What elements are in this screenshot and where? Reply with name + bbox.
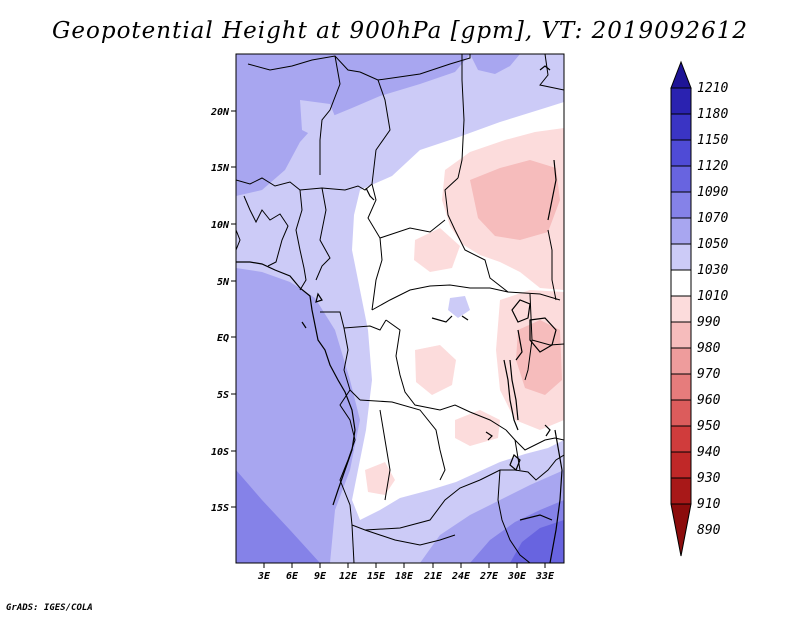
contour-1030-north — [236, 54, 470, 196]
colorbar-swatch — [670, 87, 692, 115]
colorbar-label: 1180 — [697, 107, 728, 122]
colorbar-label: 1150 — [697, 133, 728, 148]
lon-label: 3E — [257, 571, 271, 582]
colorbar-label: 930 — [697, 471, 721, 486]
colorbar-swatch — [670, 243, 692, 271]
lon-label: 12E — [339, 571, 358, 582]
lat-label: EQ — [217, 333, 229, 344]
lat-label: 5S — [217, 390, 229, 401]
lat-label: 20N — [210, 107, 230, 118]
contour-1030-northeast — [470, 54, 520, 74]
colorbar-label: 960 — [697, 393, 721, 408]
lon-label: 33E — [535, 571, 555, 582]
colorbar-swatch — [670, 347, 692, 375]
colorbar-swatch — [670, 373, 692, 401]
map-panel — [236, 54, 564, 563]
longitude-labels: 3E 6E 9E 12E 15E 18E 21E 24E 27E 30E 33E — [257, 571, 555, 582]
contour-1070-southeast — [510, 520, 564, 563]
colorbar-swatch — [670, 269, 692, 297]
colorbar-swatch — [670, 113, 692, 141]
contour-980-center — [414, 228, 460, 272]
colorbar-swatch — [670, 191, 692, 219]
latitude-axis — [231, 110, 236, 508]
colorbar — [670, 60, 692, 557]
colorbar-label: 1070 — [697, 211, 728, 226]
lat-label: 10N — [211, 220, 230, 231]
colorbar-swatch — [670, 321, 692, 349]
colorbar-label: 990 — [697, 315, 721, 330]
longitude-axis — [263, 563, 546, 568]
contour-970-northeast — [470, 160, 560, 240]
lat-label: 10S — [211, 447, 229, 458]
colorbar-label: 1010 — [697, 289, 728, 304]
contour-1010-westcoast — [236, 206, 300, 268]
latitude-labels: 20N 15N 10N 5N EQ 5S 10S 15S — [210, 107, 230, 514]
coastline-and-lakes — [236, 65, 563, 563]
political-borders — [236, 54, 564, 563]
map-title: Geopotential Height at 900hPa [gpm], VT:… — [52, 18, 748, 44]
contour-980-south — [415, 345, 456, 395]
colorbar-label: 1050 — [697, 237, 728, 252]
colorbar-label: 980 — [697, 341, 721, 356]
colorbar-swatch — [670, 399, 692, 427]
colorbar-swatch — [670, 139, 692, 167]
colorbar-label: 940 — [697, 445, 721, 460]
colorbar-top-arrow — [670, 60, 692, 89]
colorbar-label: 1120 — [697, 159, 728, 174]
lon-label: 6E — [286, 571, 299, 582]
lon-label: 15E — [367, 571, 386, 582]
colorbar-label: 890 — [697, 523, 721, 538]
lon-label: 30E — [507, 571, 527, 582]
colorbar-labels: 1210 1180 1150 1120 1090 1070 1050 1030 … — [697, 81, 728, 538]
colorbar-swatch — [670, 425, 692, 453]
lat-label: 5N — [217, 277, 230, 288]
contour-970-east — [516, 320, 562, 395]
grads-credit: GrADS: IGES/COLA — [6, 603, 93, 613]
lon-label: 21E — [423, 571, 443, 582]
colorbar-label: 910 — [697, 497, 721, 512]
colorbar-swatch — [670, 477, 692, 505]
colorbar-swatch — [670, 451, 692, 479]
lon-label: 9E — [314, 571, 327, 582]
contour-1010-northmid — [300, 100, 338, 140]
colorbar-label: 970 — [697, 367, 721, 382]
colorbar-label: 950 — [697, 419, 721, 434]
colorbar-swatch — [670, 217, 692, 245]
lat-label: 15N — [211, 163, 230, 174]
colorbar-bottom-arrow — [670, 503, 692, 557]
lat-label: 15S — [211, 503, 229, 514]
colorbar-label: 1210 — [697, 81, 728, 96]
contour-1050-southwest — [236, 470, 320, 563]
lon-label: 27E — [479, 571, 499, 582]
contour-1010-inner — [448, 296, 470, 318]
map-frame — [235, 53, 565, 564]
lon-label: 24E — [451, 571, 471, 582]
contour-1030-west — [236, 268, 360, 563]
colorbar-swatch — [670, 295, 692, 323]
colorbar-label: 1090 — [697, 185, 728, 200]
lon-label: 18E — [395, 571, 414, 582]
colorbar-swatch — [670, 165, 692, 193]
colorbar-label: 1030 — [697, 263, 728, 278]
